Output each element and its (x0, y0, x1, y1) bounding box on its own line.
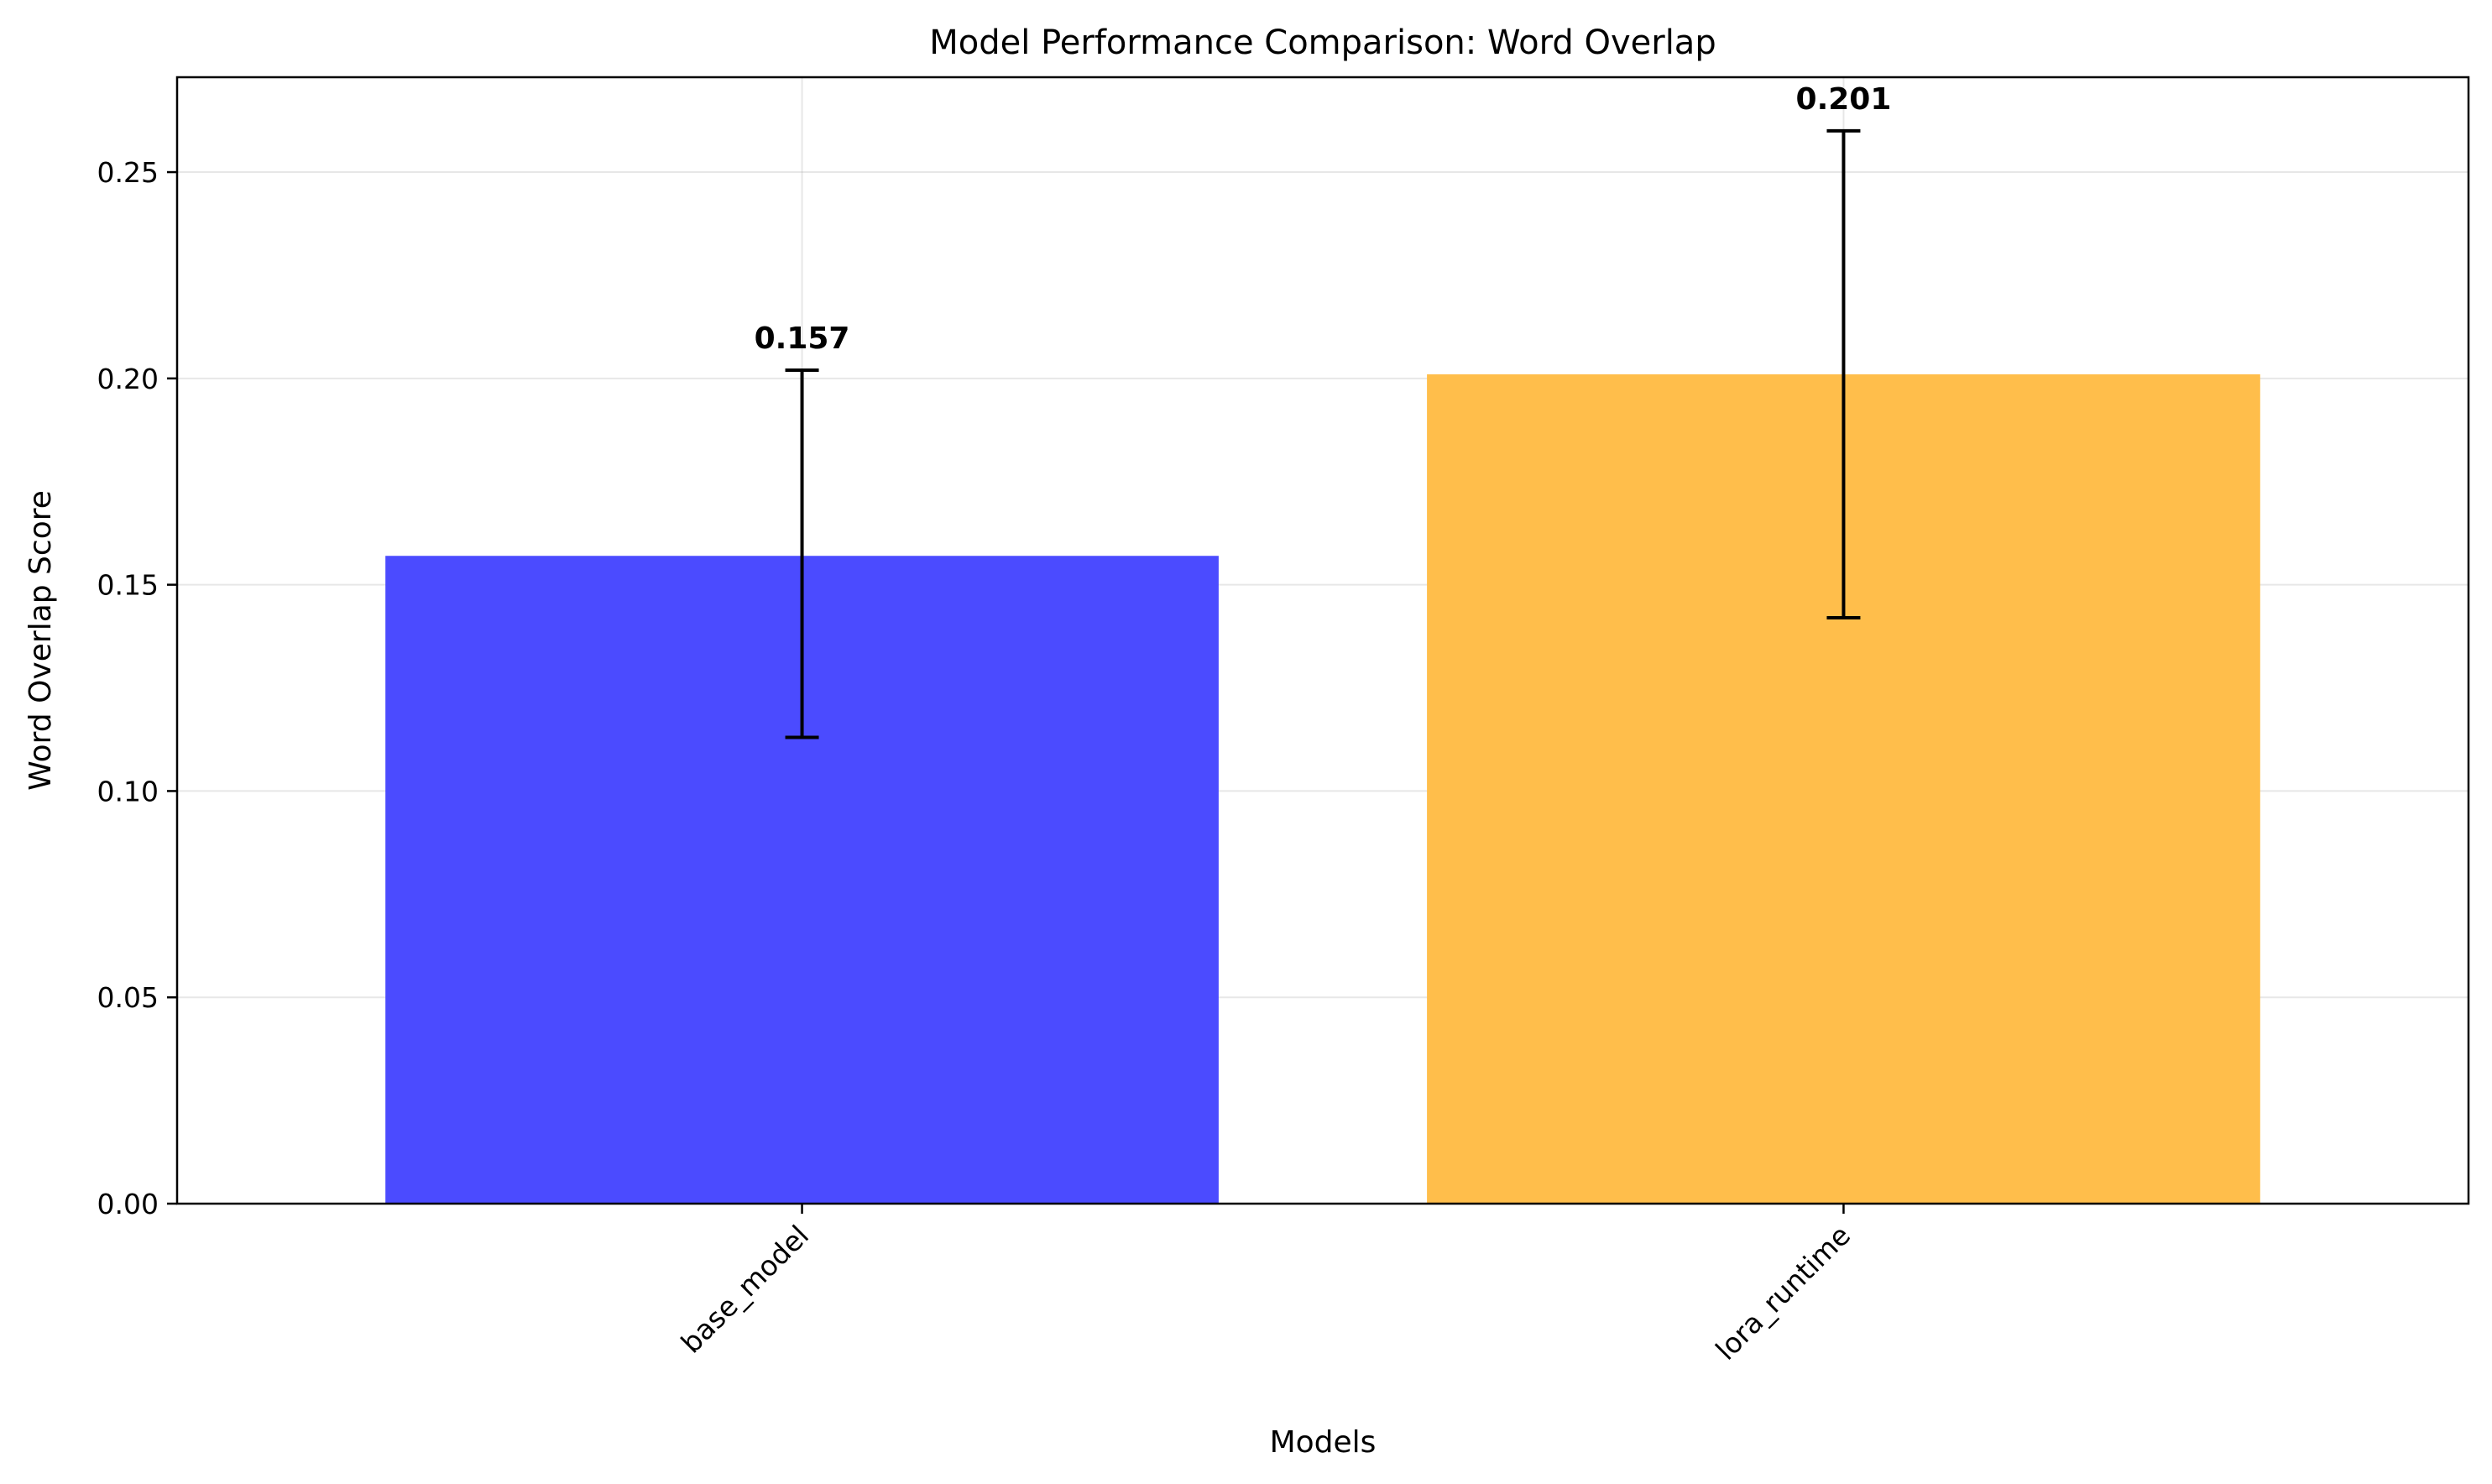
y-tick-label: 0.25 (97, 156, 159, 189)
y-axis: 0.00 0.05 0.10 0.15 0.20 0.25 (97, 156, 177, 1220)
error-bars (785, 128, 1861, 739)
y-tick-label: 0.15 (97, 569, 159, 602)
y-tick-label: 0.05 (97, 981, 159, 1014)
plot-frame (175, 76, 2470, 1205)
chart-title: Model Performance Comparison: Word Overl… (929, 24, 1716, 62)
data-label-lora_runtime: 0.201 (1796, 82, 1892, 117)
y-axis-label: Word Overlap Score (24, 490, 58, 791)
x-axis-label: Models (1270, 1425, 1377, 1460)
data-labels: 0.157 0.201 (755, 82, 1892, 356)
y-tick-label: 0.10 (97, 775, 159, 807)
data-label-base_model: 0.157 (755, 321, 850, 356)
bars (385, 374, 2260, 1204)
y-tick-label: 0.00 (97, 1188, 159, 1220)
y-tick-label: 0.20 (97, 363, 159, 395)
